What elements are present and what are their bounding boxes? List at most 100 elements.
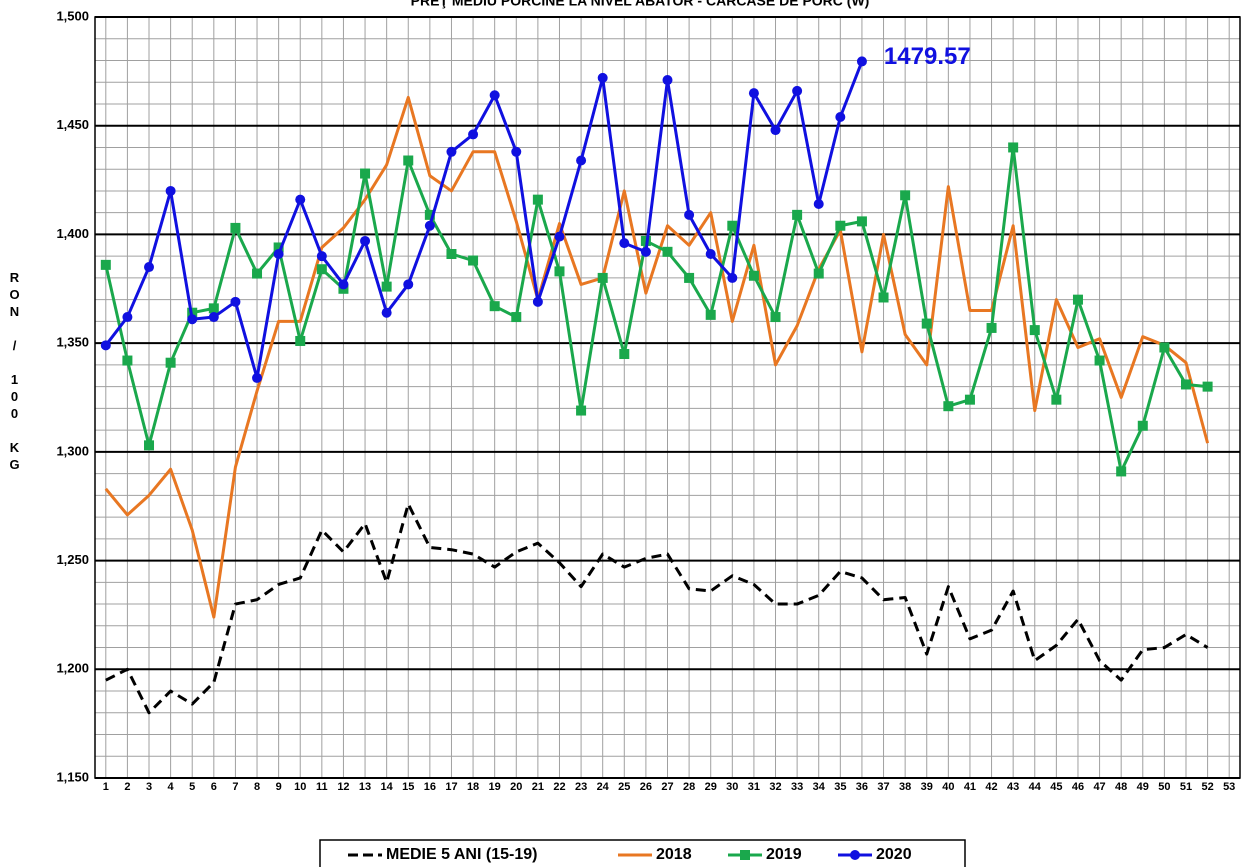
x-tick-label: 10 [294,781,306,793]
x-tick-label: 6 [211,781,217,793]
marker [489,90,500,101]
legend: MEDIE 5 ANI (15-19) 2018 2019 2020 [319,839,966,867]
marker [165,185,176,196]
marker [468,129,479,140]
x-tick-label: 51 [1180,781,1192,793]
marker [640,246,651,257]
legend-marker [740,850,750,860]
marker [122,312,133,323]
legend-label: 2020 [876,846,912,863]
marker [252,372,263,383]
y-tick-label: 1,250 [56,552,89,567]
x-tick-label: 9 [276,781,282,793]
marker [554,231,565,242]
x-tick-label: 41 [964,781,976,793]
marker [144,440,155,451]
marker [208,312,219,323]
x-tick-label: 38 [899,781,911,793]
marker [144,262,155,273]
marker [662,75,673,86]
marker [1051,394,1062,405]
marker [619,349,630,360]
marker [208,303,219,314]
marker [424,209,435,220]
marker [748,88,759,99]
marker [878,292,889,303]
marker [532,296,543,307]
y-tick-label: 1,500 [56,8,89,23]
marker [727,272,738,283]
marker [295,194,306,205]
x-tick-label: 35 [834,781,846,793]
marker [230,296,241,307]
marker [964,394,975,405]
legend-marker [850,850,860,860]
x-tick-label: 31 [748,781,760,793]
x-tick-label: 33 [791,781,803,793]
marker [662,246,673,257]
x-tick-label: 32 [769,781,781,793]
series-line [104,145,1208,473]
marker [1180,379,1191,390]
chart-title: PREŢ MEDIU PORCINE LA NIVEL ABATOR - CAR… [411,0,870,9]
x-tick-label: 16 [424,781,436,793]
x-tick-label: 19 [489,781,501,793]
marker [338,279,349,290]
marker [554,266,565,277]
x-tick-label: 46 [1072,781,1084,793]
marker [230,222,241,233]
marker [597,72,608,83]
marker [835,220,846,231]
x-tick-label: 22 [553,781,565,793]
marker [813,198,824,209]
marker [900,190,911,201]
marker [705,309,716,320]
marker [122,355,133,366]
y-tick-label: 1,350 [56,335,89,350]
y-tick-label: 1,200 [56,661,89,676]
marker [403,155,414,166]
legend-label: MEDIE 5 ANI (15-19) [386,846,537,863]
marker [316,251,327,262]
marker [705,248,716,259]
marker [316,264,327,275]
marker [921,318,932,329]
marker [619,238,630,249]
x-tick-label: 15 [402,781,414,793]
marker [1159,342,1170,353]
marker [813,268,824,279]
x-tick-label: 1 [103,781,109,793]
marker [856,216,867,227]
legend-label: 2018 [656,846,692,863]
x-tick-label: 4 [168,781,175,793]
x-tick-label: 45 [1050,781,1062,793]
x-tick-label: 43 [1007,781,1019,793]
x-tick-label: 34 [813,781,826,793]
x-tick-label: 42 [985,781,997,793]
marker [424,220,435,231]
x-tick-label: 39 [921,781,933,793]
y-tick-label: 1,300 [56,443,89,458]
x-tick-label: 8 [254,781,260,793]
marker [403,279,414,290]
marker [684,272,695,283]
x-tick-label: 53 [1223,781,1235,793]
x-tick-label: 23 [575,781,587,793]
marker [187,314,198,325]
x-tick-label: 2 [124,781,130,793]
y-tick-label: 1,400 [56,226,89,241]
marker [748,270,759,281]
marker [360,235,371,246]
marker [1116,466,1127,477]
x-tick-label: 49 [1137,781,1149,793]
x-tick-label: 13 [359,781,371,793]
marker [489,301,500,312]
marker [446,146,457,157]
marker [1202,381,1213,392]
marker [165,357,176,368]
marker [1137,420,1148,431]
marker [856,56,867,67]
series-line [104,95,1210,619]
